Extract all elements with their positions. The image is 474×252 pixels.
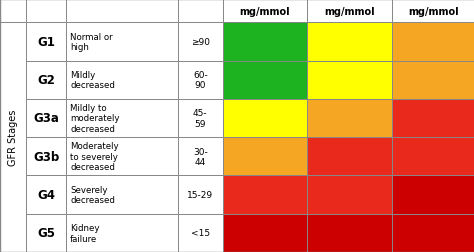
Bar bbox=[26, 176, 66, 214]
Text: mg/mmol: mg/mmol bbox=[324, 7, 374, 17]
Text: mg/mmol: mg/mmol bbox=[240, 7, 290, 17]
Text: Mildly
decreased: Mildly decreased bbox=[70, 71, 115, 90]
Bar bbox=[26, 214, 66, 252]
Bar bbox=[307, 0, 392, 23]
Bar bbox=[307, 61, 392, 100]
Text: 15-29: 15-29 bbox=[187, 190, 213, 199]
Bar bbox=[307, 138, 392, 176]
Bar bbox=[66, 0, 178, 23]
Text: G4: G4 bbox=[37, 188, 55, 201]
Bar bbox=[178, 138, 223, 176]
Bar bbox=[223, 0, 307, 23]
Text: <15: <15 bbox=[191, 229, 210, 237]
Bar bbox=[0, 23, 26, 252]
Text: 60-
90: 60- 90 bbox=[193, 71, 208, 90]
Text: Mildly to
moderately
decreased: Mildly to moderately decreased bbox=[70, 104, 119, 133]
Bar bbox=[392, 61, 474, 100]
Bar bbox=[66, 100, 178, 138]
Text: Kidney
failure: Kidney failure bbox=[70, 223, 100, 243]
Text: G2: G2 bbox=[37, 74, 55, 87]
Text: 30-
44: 30- 44 bbox=[193, 147, 208, 166]
Bar bbox=[178, 214, 223, 252]
Text: G5: G5 bbox=[37, 227, 55, 239]
Text: G3b: G3b bbox=[33, 150, 59, 163]
Bar bbox=[66, 23, 178, 61]
Bar bbox=[26, 0, 66, 23]
Bar bbox=[0, 0, 26, 23]
Bar bbox=[178, 61, 223, 100]
Text: GFR Stages: GFR Stages bbox=[8, 110, 18, 166]
Bar bbox=[223, 23, 307, 61]
Bar bbox=[178, 176, 223, 214]
Bar bbox=[223, 138, 307, 176]
Bar bbox=[66, 176, 178, 214]
Text: Severely
decreased: Severely decreased bbox=[70, 185, 115, 204]
Bar bbox=[392, 100, 474, 138]
Bar bbox=[223, 214, 307, 252]
Bar bbox=[66, 214, 178, 252]
Bar bbox=[307, 176, 392, 214]
Bar bbox=[26, 138, 66, 176]
Bar bbox=[307, 23, 392, 61]
Bar bbox=[66, 61, 178, 100]
Bar bbox=[26, 61, 66, 100]
Text: Moderately
to severely
decreased: Moderately to severely decreased bbox=[70, 142, 119, 172]
Bar bbox=[178, 23, 223, 61]
Bar bbox=[223, 176, 307, 214]
Text: G3a: G3a bbox=[33, 112, 59, 125]
Text: mg/mmol: mg/mmol bbox=[409, 7, 459, 17]
Bar bbox=[392, 0, 474, 23]
Text: Normal or
high: Normal or high bbox=[70, 33, 113, 52]
Bar bbox=[392, 176, 474, 214]
Bar bbox=[307, 214, 392, 252]
Text: 45-
59: 45- 59 bbox=[193, 109, 208, 128]
Text: G1: G1 bbox=[37, 36, 55, 49]
Bar bbox=[223, 100, 307, 138]
Bar bbox=[392, 23, 474, 61]
Bar bbox=[392, 138, 474, 176]
Bar bbox=[26, 100, 66, 138]
Bar bbox=[392, 214, 474, 252]
Bar bbox=[178, 0, 223, 23]
Bar bbox=[307, 100, 392, 138]
Bar bbox=[66, 138, 178, 176]
Text: ≥90: ≥90 bbox=[191, 38, 210, 47]
Bar bbox=[26, 23, 66, 61]
Bar bbox=[178, 100, 223, 138]
Bar bbox=[223, 61, 307, 100]
